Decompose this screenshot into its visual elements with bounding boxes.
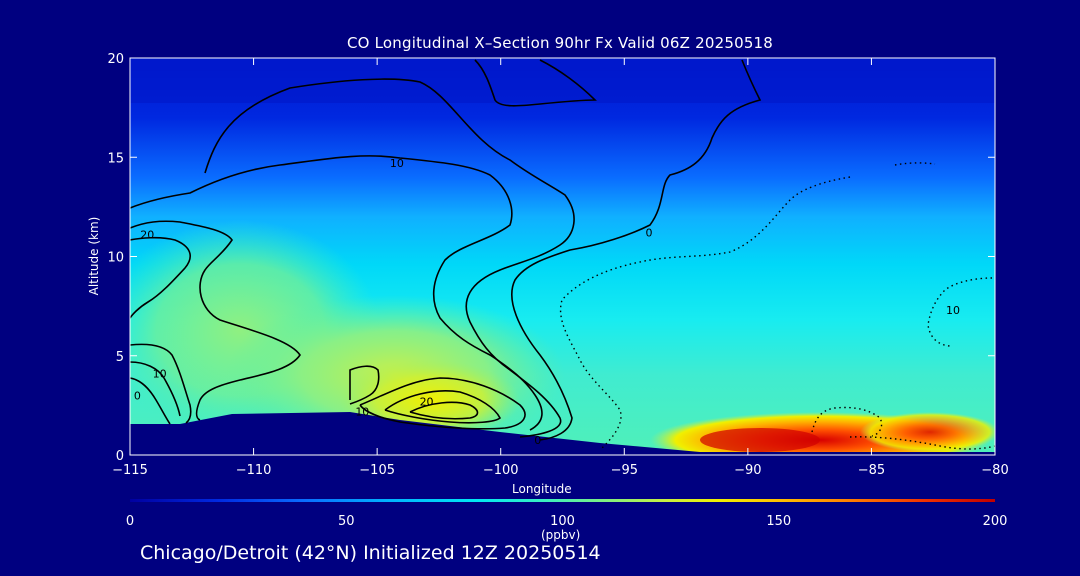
contour-labels: 10 20 0 10 0 10 20 0 10 [134,157,960,447]
contour-label: 20 [140,229,154,242]
y-axis: 0 5 10 15 20 [107,52,995,464]
contour-label: 20 [420,395,434,408]
contour-label: 10 [946,304,960,317]
colorbar-tick-label: 50 [338,514,355,529]
x-tick-label: −95 [611,463,638,478]
colorbar-unit-label: (ppbv) [541,528,581,542]
colorbar-tick-label: 0 [126,514,134,529]
colorbar-tick-label: 200 [983,514,1008,529]
x-axis-label: Longitude [512,482,572,496]
colorbar [130,499,995,502]
colorbar-tick-label: 100 [550,514,575,529]
x-tick-label: −105 [359,463,395,478]
colorbar-tick-label: 150 [766,514,791,529]
colorbar-ticks: 0 50 100 150 200 [126,514,1008,529]
x-axis: −115 −110 −105 −100 −95 −90 −85 −80 [112,58,1009,478]
x-tick-label: −85 [858,463,885,478]
y-tick-label: 5 [116,350,124,365]
x-tick-label: −115 [112,463,148,478]
chart-title: CO Longitudinal X–Section 90hr Fx Valid … [346,34,774,52]
contour-label: 0 [646,227,653,240]
y-tick-label: 0 [116,449,124,464]
y-tick-label: 15 [107,151,124,166]
y-axis-label: Altitude (km) [87,217,101,296]
x-tick-label: −90 [734,463,761,478]
contour-label: 10 [355,405,369,418]
contour-lines [130,59,995,450]
contour-label: 0 [534,434,541,447]
contour-label: 10 [153,368,167,381]
x-tick-label: −80 [981,463,1008,478]
heatmap-field [130,58,995,455]
contour-label: 0 [134,389,141,402]
y-tick-label: 10 [107,251,124,266]
y-tick-label: 20 [107,52,124,67]
x-tick-label: −110 [236,463,272,478]
x-tick-label: −100 [483,463,519,478]
footer-caption: Chicago/Detroit (42°N) Initialized 12Z 2… [140,542,601,564]
contour-label: 10 [390,157,404,170]
